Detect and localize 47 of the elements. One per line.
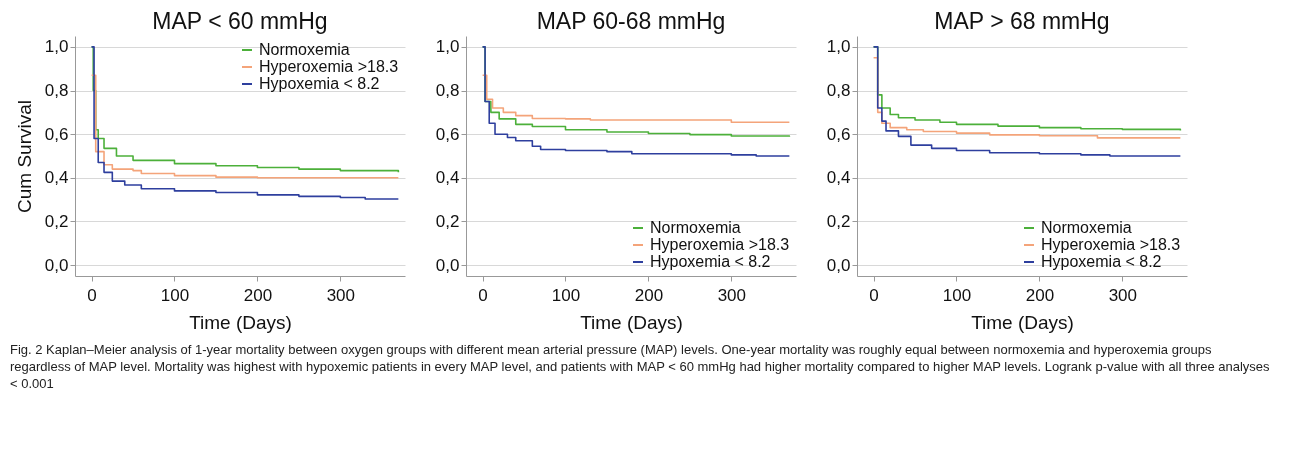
caption: Fig. 2 Kaplan–Meier analysis of 1-year mortality between oxygen groups with different mean arterial pressure (MAP) levels. One-year mortality was roughly equal between normoxemia and hyperoxemia groups regardless of MAP level. Mortality was highest with hypoxemic patients in every MAP level, and patients with MAP < 60 mmHg had higher mortality compared to higher MAP levels. Logrank p-value with all three analyses < 0.001: [10, 341, 1270, 392]
chart-title: MAP 60-68 mmHg: [536, 8, 726, 34]
x-axis-title: Time (Days): [189, 311, 292, 333]
y-tick-label: 0,6: [826, 124, 851, 144]
x-tick-label: 100: [551, 285, 581, 305]
y-tick-label: 0,8: [435, 81, 460, 101]
legend-label: Hyperoxemia >18.3: [650, 236, 790, 253]
legend-label: Hypoxemia < 8.2: [650, 253, 771, 270]
y-tick-label: 0,4: [826, 168, 851, 188]
y-tick-label: 1,0: [435, 37, 460, 57]
y-tick-label: 0,6: [44, 124, 69, 144]
x-tick-label: 0: [869, 285, 879, 305]
x-tick-label: 100: [160, 285, 190, 305]
y-tick-label: 0,4: [44, 168, 69, 188]
legend-label: Hyperoxemia >18.3: [1041, 236, 1181, 253]
x-tick-label: 200: [1025, 285, 1055, 305]
y-tick-label: 0,0: [435, 255, 460, 275]
y-tick-label: 0,6: [435, 124, 460, 144]
legend-label: Normoxemia: [650, 219, 741, 236]
x-tick-label: 0: [478, 285, 488, 305]
x-tick-label: 200: [634, 285, 664, 305]
y-tick-label: 0,0: [826, 255, 851, 275]
y-tick-label: 0,8: [826, 81, 851, 101]
x-tick-label: 0: [87, 285, 97, 305]
x-tick-label: 100: [942, 285, 972, 305]
x-tick-label: 300: [717, 285, 747, 305]
legend-label: Hyperoxemia >18.3: [259, 58, 399, 75]
x-tick-label: 200: [243, 285, 273, 305]
chart-title: MAP < 60 mmHg: [152, 8, 328, 34]
x-axis-title: Time (Days): [580, 311, 683, 333]
y-tick-label: 0,0: [44, 255, 69, 275]
x-tick-label: 300: [326, 285, 356, 305]
y-tick-label: 0,2: [826, 211, 851, 231]
legend-label: Normoxemia: [259, 41, 350, 58]
x-axis-title: Time (Days): [971, 311, 1074, 333]
y-tick-label: 0,8: [44, 81, 69, 101]
y-axis-title: Cum Survival: [13, 100, 35, 213]
legend-label: Hypoxemia < 8.2: [259, 75, 380, 92]
y-tick-label: 1,0: [826, 37, 851, 57]
legend-label: Normoxemia: [1041, 219, 1132, 236]
y-tick-label: 1,0: [44, 37, 69, 57]
x-tick-label: 300: [1108, 285, 1138, 305]
chart-title: MAP > 68 mmHg: [934, 8, 1110, 34]
y-tick-label: 0,4: [435, 168, 460, 188]
legend-label: Hypoxemia < 8.2: [1041, 253, 1162, 270]
y-tick-label: 0,2: [44, 211, 69, 231]
y-tick-label: 0,2: [435, 211, 460, 231]
